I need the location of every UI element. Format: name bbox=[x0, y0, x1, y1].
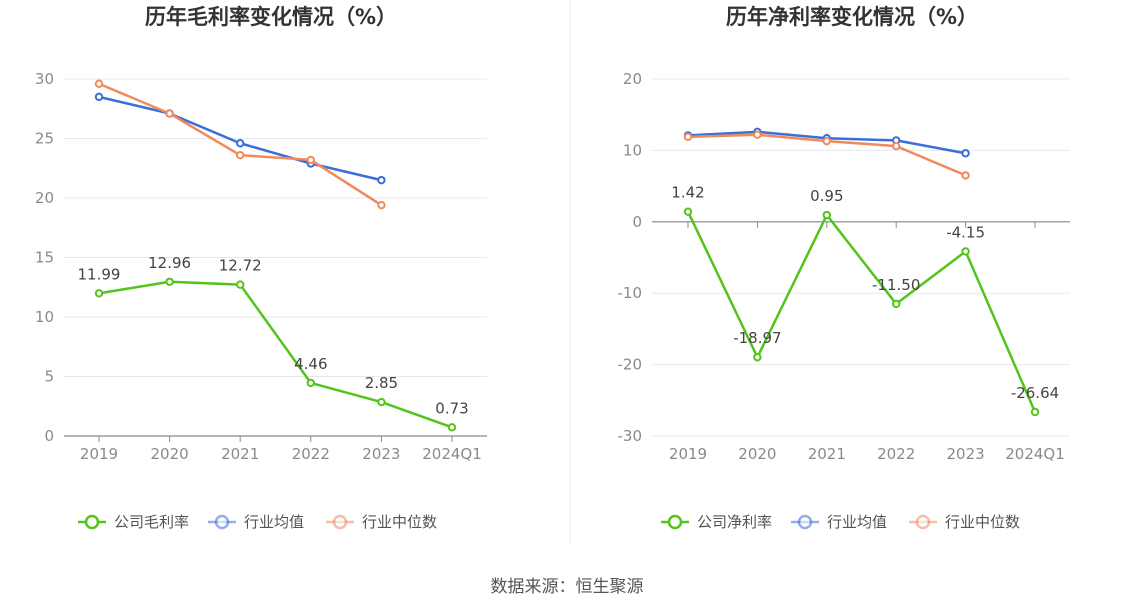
y-tick-label: 25 bbox=[35, 130, 54, 148]
x-tick-label: 2024Q1 bbox=[422, 445, 482, 463]
legend-item[interactable]: 公司净利率 bbox=[661, 513, 772, 531]
data-label: 1.42 bbox=[671, 184, 704, 202]
data-label: 12.96 bbox=[148, 254, 191, 272]
right-chart-title: 历年净利率变化情况（%） bbox=[726, 5, 978, 29]
data-point[interactable] bbox=[447, 423, 457, 432]
data-point[interactable] bbox=[683, 207, 693, 216]
data-label: 2.85 bbox=[365, 374, 398, 392]
legend-label: 行业均值 bbox=[827, 513, 887, 531]
data-point[interactable] bbox=[892, 141, 901, 151]
data-point[interactable] bbox=[165, 277, 174, 286]
legend-label: 公司净利率 bbox=[697, 513, 772, 531]
legend-item[interactable]: 行业中位数 bbox=[909, 513, 1020, 531]
data-point[interactable] bbox=[683, 132, 693, 142]
y-tick-label: 15 bbox=[35, 249, 54, 267]
data-point[interactable] bbox=[822, 210, 831, 220]
legend-item[interactable]: 行业中位数 bbox=[326, 513, 437, 531]
legend-label: 行业中位数 bbox=[362, 513, 437, 531]
data-point[interactable] bbox=[377, 175, 386, 185]
data-point[interactable] bbox=[961, 171, 970, 180]
x-tick-label: 2020 bbox=[738, 445, 776, 463]
y-tick-label: 20 bbox=[623, 70, 642, 88]
data-source-note: 数据来源：恒生聚源 bbox=[491, 577, 644, 597]
x-tick-label: 2021 bbox=[808, 445, 846, 463]
data-label: -18.97 bbox=[733, 329, 781, 347]
y-tick-label: -10 bbox=[618, 284, 643, 302]
y-tick-label: 10 bbox=[623, 141, 642, 159]
data-point[interactable] bbox=[236, 280, 245, 289]
data-point[interactable] bbox=[1030, 407, 1040, 417]
data-point[interactable] bbox=[94, 92, 104, 102]
legend-item[interactable]: 公司毛利率 bbox=[78, 513, 189, 531]
legend-circle-icon bbox=[915, 514, 931, 530]
data-point[interactable] bbox=[377, 200, 386, 210]
y-tick-label: -30 bbox=[618, 427, 643, 445]
data-point[interactable] bbox=[753, 353, 762, 362]
data-label: 0.73 bbox=[435, 399, 468, 417]
legend-circle-icon bbox=[332, 514, 348, 530]
data-label: -11.50 bbox=[872, 276, 920, 294]
data-point[interactable] bbox=[306, 155, 315, 165]
data-point[interactable] bbox=[94, 79, 104, 88]
left-chart-title: 历年毛利率变化情况（%） bbox=[145, 5, 397, 29]
left-chart: 0 5 10 15 20 25 30 2019 2020 2021 2022 2023 2024Q1 11… bbox=[35, 70, 487, 531]
data-point[interactable] bbox=[236, 139, 245, 148]
data-point[interactable] bbox=[822, 136, 831, 146]
y-tick-label: 0 bbox=[44, 427, 54, 445]
data-point[interactable] bbox=[236, 150, 245, 160]
x-tick-label: 2023 bbox=[362, 445, 400, 463]
legend-item[interactable]: 行业均值 bbox=[791, 513, 887, 531]
x-tick-label: 2019 bbox=[669, 445, 707, 463]
data-point[interactable] bbox=[961, 247, 970, 256]
data-point[interactable] bbox=[377, 397, 386, 407]
data-point[interactable] bbox=[306, 378, 315, 388]
legend-label: 公司毛利率 bbox=[114, 513, 189, 531]
x-tick-label: 2022 bbox=[877, 445, 915, 463]
right-chart: -30 -20 -10 0 10 20 2019 2020 2021 2022 2023 2024Q1… bbox=[618, 70, 1070, 531]
x-tick-label: 2024Q1 bbox=[1005, 445, 1065, 463]
x-tick-label: 2023 bbox=[947, 445, 985, 463]
x-tick-label: 2019 bbox=[80, 445, 118, 463]
data-label: -26.64 bbox=[1011, 384, 1059, 402]
data-label: 4.46 bbox=[294, 355, 327, 373]
data-point[interactable] bbox=[892, 299, 901, 309]
series-line bbox=[98, 280, 453, 429]
data-label: -4.15 bbox=[946, 223, 985, 241]
legend-label: 行业均值 bbox=[244, 513, 304, 531]
legend-circle-icon bbox=[214, 514, 230, 530]
y-tick-label: 0 bbox=[632, 213, 642, 231]
data-point[interactable] bbox=[165, 109, 174, 118]
x-tick-label: 2020 bbox=[151, 445, 189, 463]
data-label: 12.72 bbox=[219, 257, 262, 275]
y-tick-label: -20 bbox=[618, 356, 643, 374]
data-label: 11.99 bbox=[78, 265, 121, 283]
legend-circle-icon bbox=[797, 514, 813, 530]
legend-circle-icon bbox=[84, 514, 100, 530]
data-point[interactable] bbox=[753, 130, 762, 139]
legend-label: 行业中位数 bbox=[945, 513, 1020, 531]
series-line bbox=[686, 211, 1037, 413]
data-point[interactable] bbox=[961, 149, 970, 158]
y-tick-label: 5 bbox=[44, 368, 54, 386]
x-tick-label: 2021 bbox=[221, 445, 259, 463]
legend-item[interactable]: 行业均值 bbox=[208, 513, 304, 531]
data-point[interactable] bbox=[94, 289, 104, 298]
data-label: 0.95 bbox=[810, 187, 843, 205]
x-tick-label: 2022 bbox=[292, 445, 330, 463]
legend-circle-icon bbox=[667, 514, 683, 530]
y-tick-label: 20 bbox=[35, 189, 54, 207]
y-tick-label: 10 bbox=[35, 308, 54, 326]
y-tick-label: 30 bbox=[35, 70, 54, 88]
